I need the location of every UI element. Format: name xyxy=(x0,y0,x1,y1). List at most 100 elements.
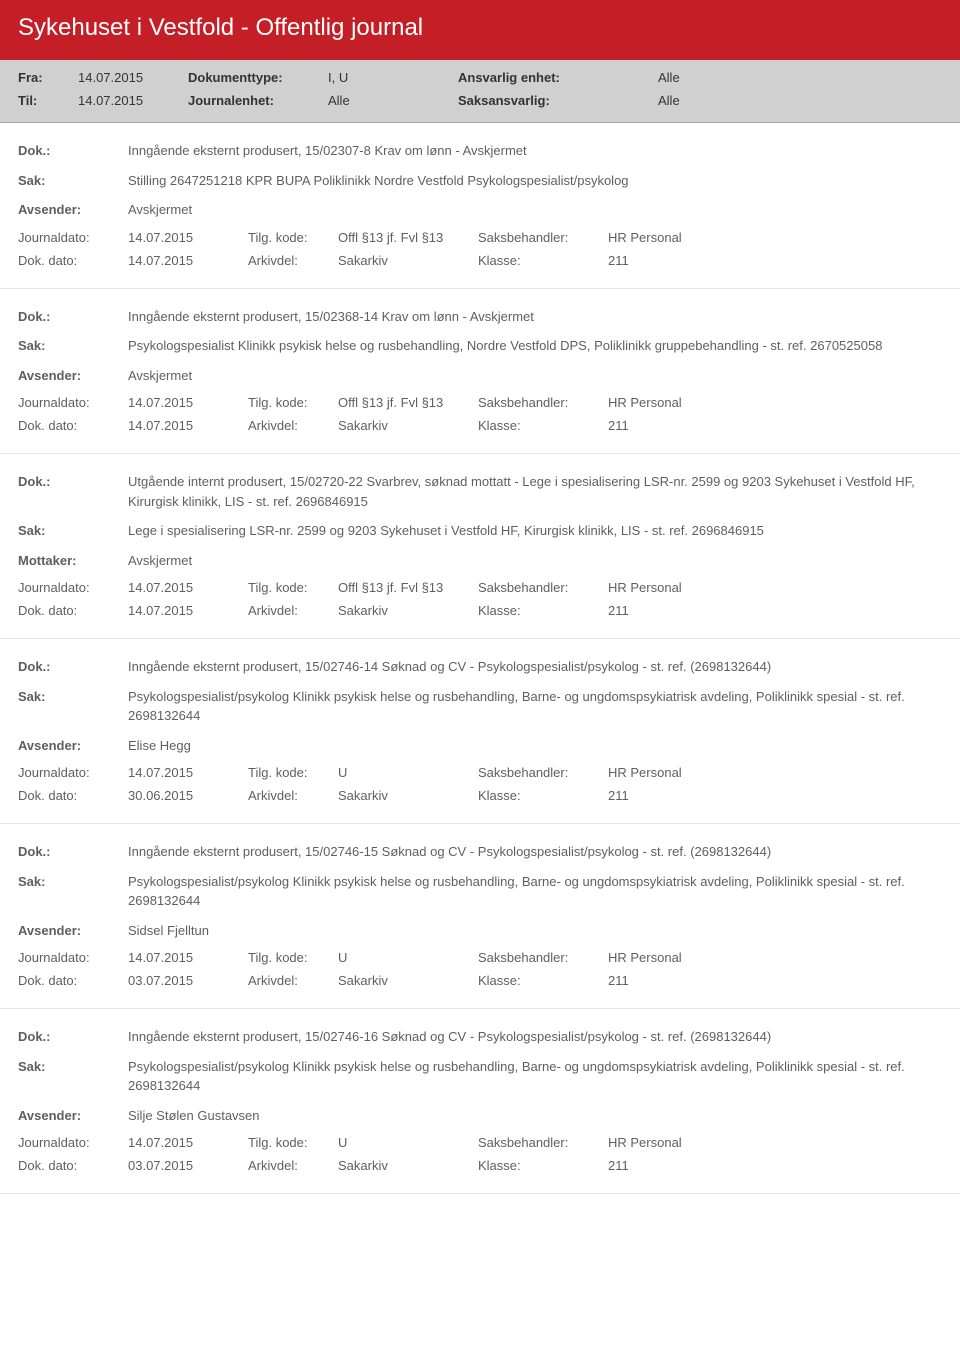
saksansvarlig-value: Alle xyxy=(658,93,858,108)
journaldato-value: 14.07.2015 xyxy=(128,580,248,595)
saksbehandler-value: HR Personal xyxy=(608,1135,738,1150)
dok-value: Inngående eksternt produsert, 15/02746-1… xyxy=(128,842,942,862)
arkivdel-value: Sakarkiv xyxy=(338,973,478,988)
arkivdel-value: Sakarkiv xyxy=(338,1158,478,1173)
journaldato-label: Journaldato: xyxy=(18,395,128,410)
tilgkode-value: Offl §13 jf. Fvl §13 xyxy=(338,230,478,245)
dok-label: Dok.: xyxy=(18,307,128,327)
klasse-value: 211 xyxy=(608,1158,738,1173)
saksbehandler-label: Saksbehandler: xyxy=(478,395,608,410)
party-value: Sidsel Fjelltun xyxy=(128,921,942,941)
entries-list: Dok.: Inngående eksternt produsert, 15/0… xyxy=(0,123,960,1194)
journaldato-value: 14.07.2015 xyxy=(128,765,248,780)
journaldato-label: Journaldato: xyxy=(18,1135,128,1150)
dok-value: Inngående eksternt produsert, 15/02307-8… xyxy=(128,141,942,161)
ansvarlig-enhet-label: Ansvarlig enhet: xyxy=(458,70,658,85)
saksbehandler-value: HR Personal xyxy=(608,230,738,245)
klasse-label: Klasse: xyxy=(478,1158,608,1173)
saksbehandler-label: Saksbehandler: xyxy=(478,580,608,595)
saksbehandler-label: Saksbehandler: xyxy=(478,1135,608,1150)
arkivdel-value: Sakarkiv xyxy=(338,253,478,268)
sak-value: Psykologspesialist/psykolog Klinikk psyk… xyxy=(128,1057,942,1096)
fra-label: Fra: xyxy=(18,70,78,85)
tilgkode-value: U xyxy=(338,950,478,965)
dokdato-label: Dok. dato: xyxy=(18,1158,128,1173)
saksbehandler-label: Saksbehandler: xyxy=(478,950,608,965)
klasse-value: 211 xyxy=(608,253,738,268)
dokdato-value: 30.06.2015 xyxy=(128,788,248,803)
journal-entry: Dok.: Inngående eksternt produsert, 15/0… xyxy=(0,123,960,289)
arkivdel-label: Arkivdel: xyxy=(248,973,338,988)
klasse-label: Klasse: xyxy=(478,788,608,803)
journalenhet-label: Journalenhet: xyxy=(188,93,328,108)
klasse-label: Klasse: xyxy=(478,253,608,268)
saksbehandler-value: HR Personal xyxy=(608,950,738,965)
klasse-value: 211 xyxy=(608,603,738,618)
klasse-label: Klasse: xyxy=(478,603,608,618)
tilgkode-value: Offl §13 jf. Fvl §13 xyxy=(338,580,478,595)
dok-label: Dok.: xyxy=(18,141,128,161)
saksbehandler-label: Saksbehandler: xyxy=(478,765,608,780)
sak-value: Lege i spesialisering LSR-nr. 2599 og 92… xyxy=(128,521,942,541)
ansvarlig-enhet-value: Alle xyxy=(658,70,858,85)
dokdato-value: 03.07.2015 xyxy=(128,1158,248,1173)
dokdato-label: Dok. dato: xyxy=(18,973,128,988)
dokdato-value: 14.07.2015 xyxy=(128,603,248,618)
journal-entry: Dok.: Inngående eksternt produsert, 15/0… xyxy=(0,1009,960,1194)
journal-entry: Dok.: Utgående internt produsert, 15/027… xyxy=(0,454,960,639)
tilgkode-label: Tilg. kode: xyxy=(248,580,338,595)
tilgkode-label: Tilg. kode: xyxy=(248,1135,338,1150)
arkivdel-label: Arkivdel: xyxy=(248,788,338,803)
tilgkode-label: Tilg. kode: xyxy=(248,230,338,245)
dok-value: Inngående eksternt produsert, 15/02746-1… xyxy=(128,1027,942,1047)
arkivdel-value: Sakarkiv xyxy=(338,603,478,618)
dok-value: Inngående eksternt produsert, 15/02368-1… xyxy=(128,307,942,327)
party-value: Avskjermet xyxy=(128,551,942,571)
saksbehandler-value: HR Personal xyxy=(608,765,738,780)
tilgkode-value: U xyxy=(338,1135,478,1150)
page-title: Sykehuset i Vestfold - Offentlig journal xyxy=(0,0,960,60)
arkivdel-value: Sakarkiv xyxy=(338,788,478,803)
saksbehandler-value: HR Personal xyxy=(608,580,738,595)
dok-label: Dok.: xyxy=(18,472,128,511)
journaldato-value: 14.07.2015 xyxy=(128,950,248,965)
filter-header: Fra: 14.07.2015 Dokumenttype: I, U Ansva… xyxy=(0,60,960,123)
party-label: Mottaker: xyxy=(18,551,128,571)
tilgkode-value: U xyxy=(338,765,478,780)
arkivdel-value: Sakarkiv xyxy=(338,418,478,433)
party-value: Avskjermet xyxy=(128,366,942,386)
sak-label: Sak: xyxy=(18,872,128,911)
klasse-value: 211 xyxy=(608,418,738,433)
journaldato-value: 14.07.2015 xyxy=(128,1135,248,1150)
dok-label: Dok.: xyxy=(18,1027,128,1047)
dok-value: Inngående eksternt produsert, 15/02746-1… xyxy=(128,657,942,677)
sak-label: Sak: xyxy=(18,687,128,726)
tilgkode-value: Offl §13 jf. Fvl §13 xyxy=(338,395,478,410)
party-value: Silje Stølen Gustavsen xyxy=(128,1106,942,1126)
journal-entry: Dok.: Inngående eksternt produsert, 15/0… xyxy=(0,639,960,824)
sak-value: Stilling 2647251218 KPR BUPA Poliklinikk… xyxy=(128,171,942,191)
journaldato-label: Journaldato: xyxy=(18,950,128,965)
saksbehandler-label: Saksbehandler: xyxy=(478,230,608,245)
party-value: Avskjermet xyxy=(128,200,942,220)
arkivdel-label: Arkivdel: xyxy=(248,253,338,268)
journalenhet-value: Alle xyxy=(328,93,458,108)
klasse-value: 211 xyxy=(608,788,738,803)
dokdato-label: Dok. dato: xyxy=(18,603,128,618)
sak-label: Sak: xyxy=(18,336,128,356)
sak-value: Psykologspesialist/psykolog Klinikk psyk… xyxy=(128,872,942,911)
sak-label: Sak: xyxy=(18,521,128,541)
party-label: Avsender: xyxy=(18,200,128,220)
tilgkode-label: Tilg. kode: xyxy=(248,765,338,780)
dokdato-label: Dok. dato: xyxy=(18,253,128,268)
party-label: Avsender: xyxy=(18,1106,128,1126)
tilgkode-label: Tilg. kode: xyxy=(248,395,338,410)
journal-entry: Dok.: Inngående eksternt produsert, 15/0… xyxy=(0,289,960,455)
til-value: 14.07.2015 xyxy=(78,93,188,108)
party-label: Avsender: xyxy=(18,921,128,941)
journaldato-label: Journaldato: xyxy=(18,230,128,245)
journal-entry: Dok.: Inngående eksternt produsert, 15/0… xyxy=(0,824,960,1009)
fra-value: 14.07.2015 xyxy=(78,70,188,85)
klasse-label: Klasse: xyxy=(478,418,608,433)
dokumenttype-value: I, U xyxy=(328,70,458,85)
